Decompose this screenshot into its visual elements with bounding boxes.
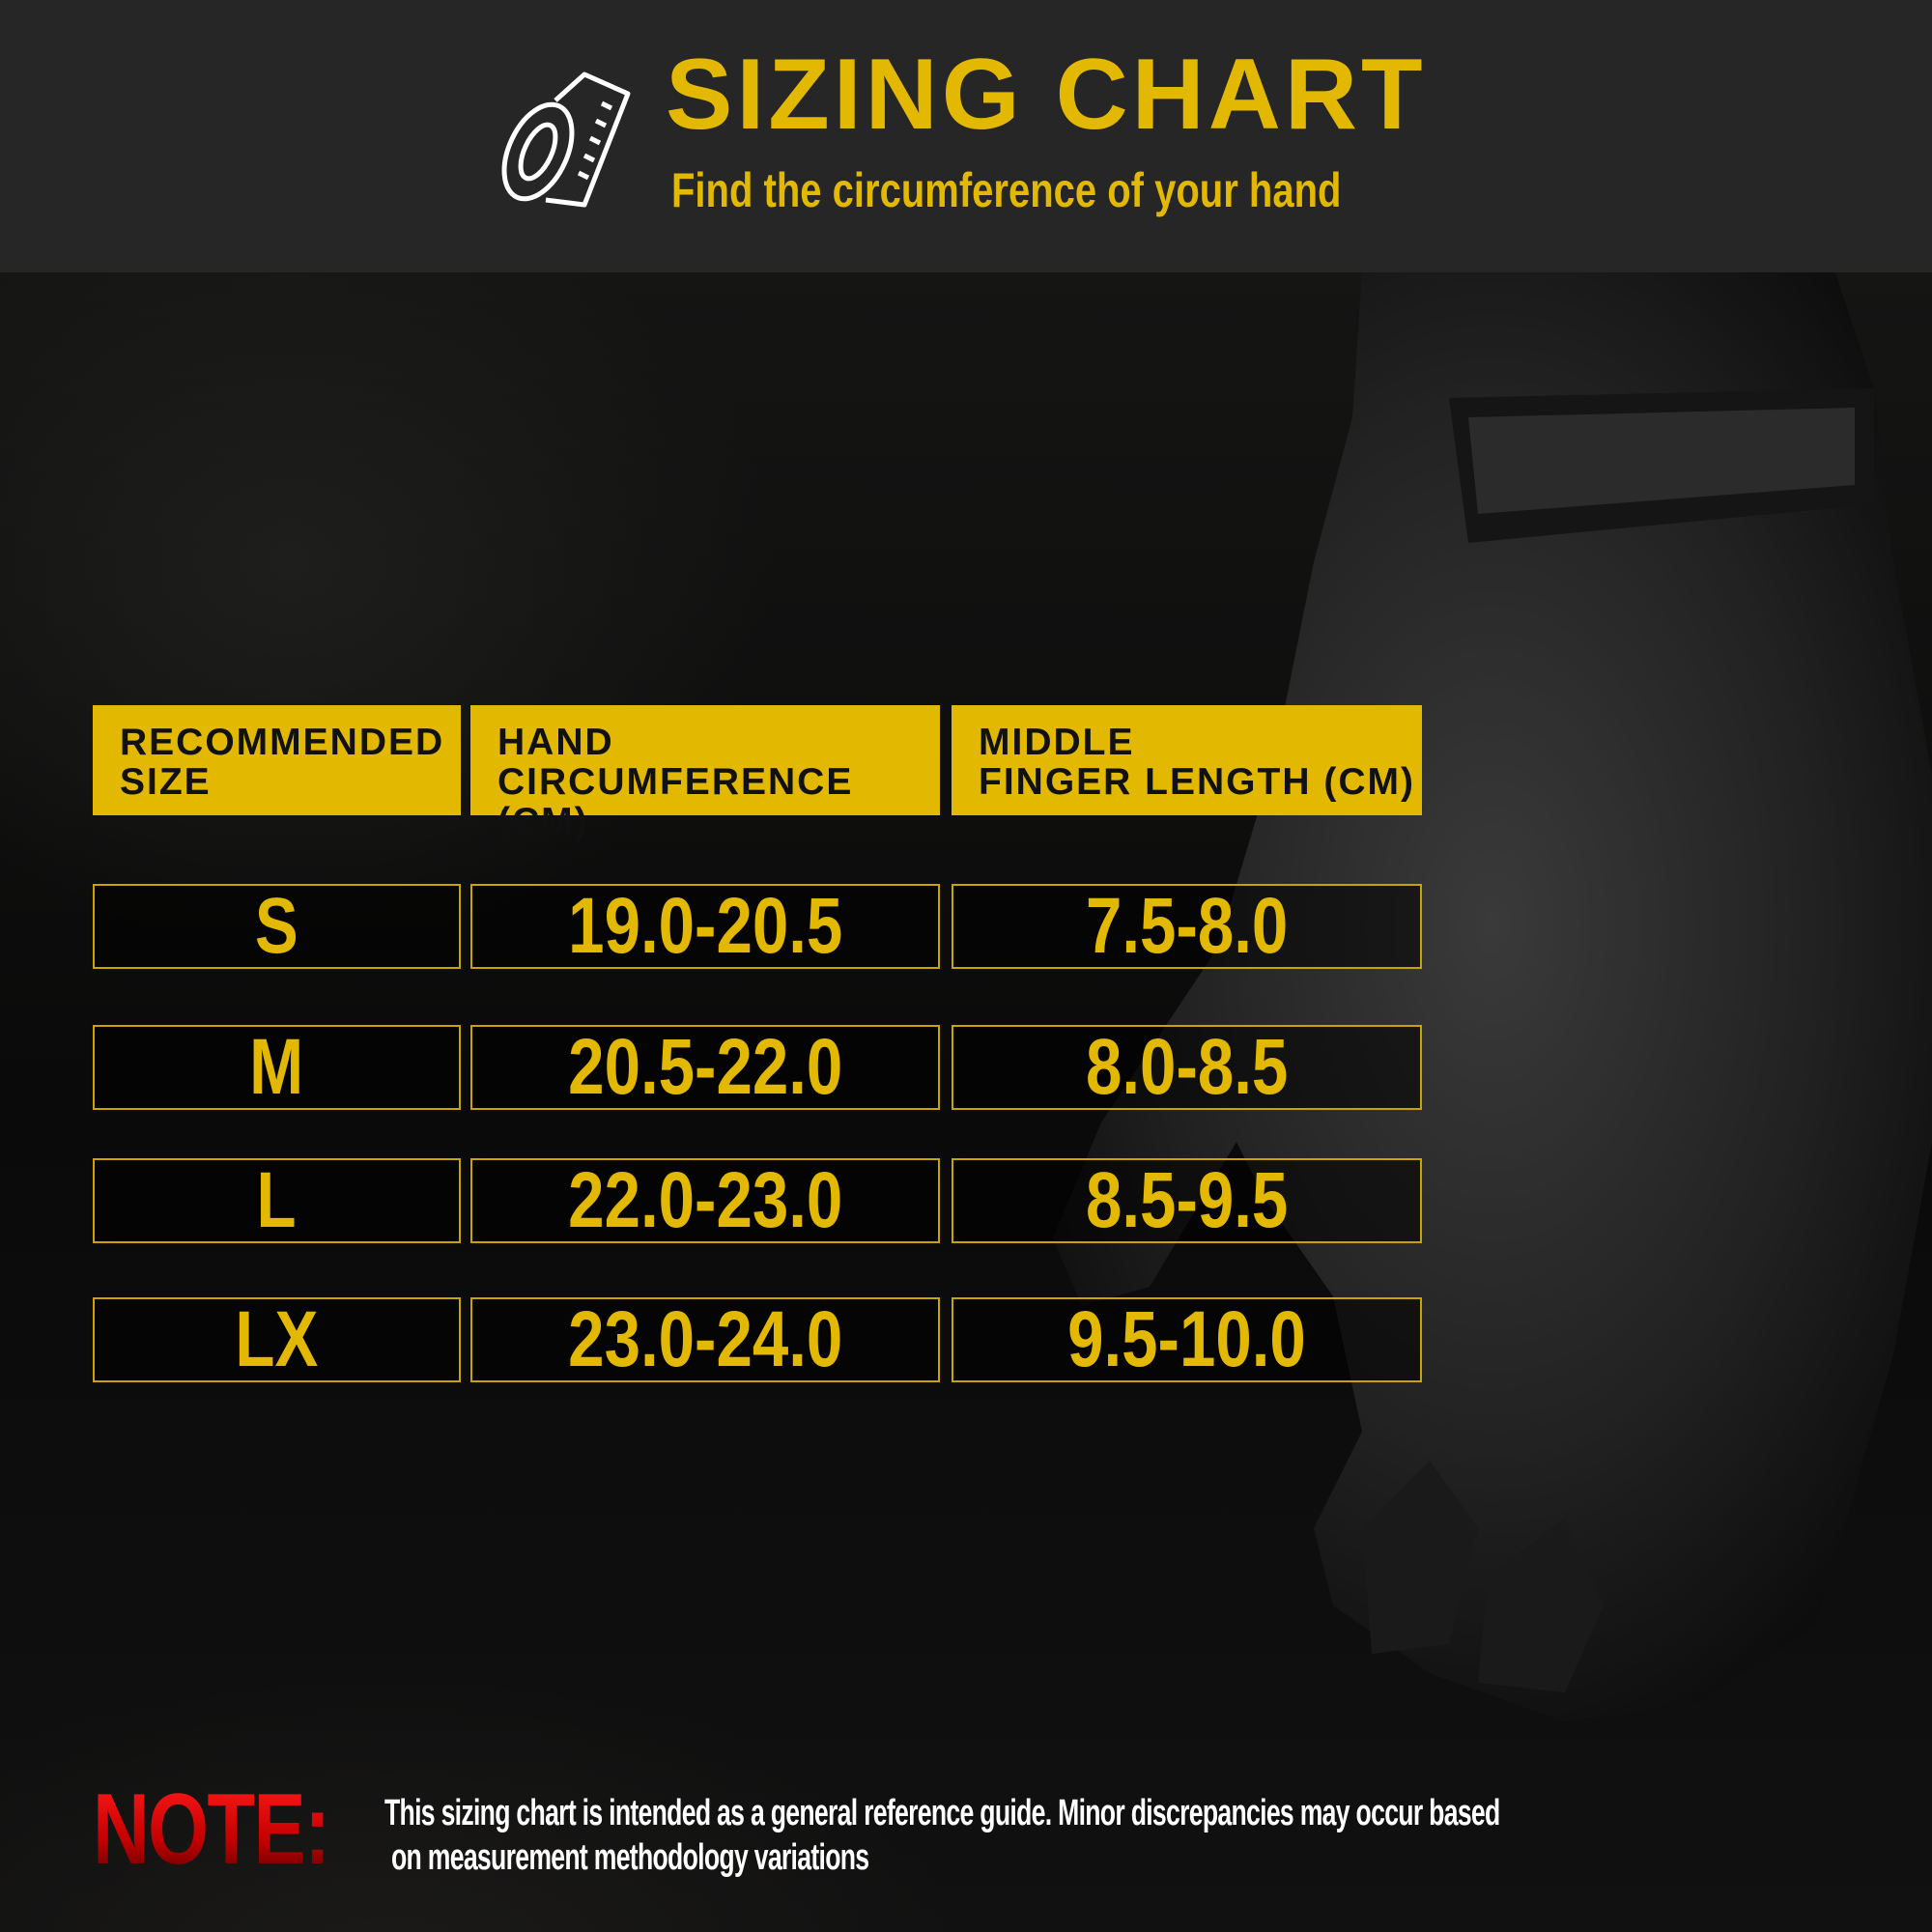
size-value: S <box>255 882 298 970</box>
header-line: MIDDLE <box>979 722 1135 763</box>
size-value: L <box>256 1156 298 1244</box>
finger-cell: 8.0-8.5 <box>952 1023 1422 1111</box>
hand-cell: 22.0-23.0 <box>470 1156 940 1244</box>
column-header-finger-length: MIDDLE FINGER LENGTH (CM) <box>952 705 1422 815</box>
size-cell: LX <box>93 1295 461 1383</box>
size-cell: M <box>93 1023 461 1111</box>
column-header-hand-circumference: HAND CIRCUMFERENCE (CM) <box>470 705 940 841</box>
hand-value: 19.0-20.5 <box>567 882 843 970</box>
finger-value: 7.5-8.0 <box>1085 882 1289 970</box>
header-line: RECOMMENDED <box>120 722 445 763</box>
finger-value: 8.5-9.5 <box>1085 1156 1289 1244</box>
note-label: NOTE: <box>93 1774 330 1886</box>
note-line: on measurement methodology variations <box>391 1837 869 1878</box>
measuring-tape-icon <box>501 71 631 208</box>
finger-cell: 9.5-10.0 <box>952 1295 1422 1383</box>
hand-cell: 23.0-24.0 <box>470 1295 940 1383</box>
finger-cell: 7.5-8.0 <box>952 882 1422 970</box>
finger-value: 9.5-10.0 <box>1067 1295 1306 1383</box>
hand-value: 23.0-24.0 <box>567 1295 843 1383</box>
size-value: M <box>249 1023 304 1111</box>
hand-cell: 19.0-20.5 <box>470 882 940 970</box>
size-cell: S <box>93 882 461 970</box>
hand-value: 20.5-22.0 <box>567 1023 843 1111</box>
hand-cell: 20.5-22.0 <box>470 1023 940 1111</box>
size-value: LX <box>235 1295 319 1383</box>
finger-value: 8.0-8.5 <box>1085 1023 1289 1111</box>
finger-cell: 8.5-9.5 <box>952 1156 1422 1244</box>
note-text: This sizing chart is intended as a gener… <box>384 1791 1500 1880</box>
header-line: FINGER LENGTH (CM) <box>979 761 1415 803</box>
note-line: This sizing chart is intended as a gener… <box>384 1793 1500 1833</box>
column-header-size: RECOMMENDED SIZE <box>93 705 461 815</box>
header-line: CIRCUMFERENCE (CM) <box>497 761 854 842</box>
glove-photo <box>1053 272 1932 1721</box>
size-cell: L <box>93 1156 461 1244</box>
header-band <box>0 0 1932 272</box>
header-line: HAND <box>497 722 614 763</box>
header-line: SIZE <box>120 761 212 803</box>
hand-value: 22.0-23.0 <box>567 1156 843 1244</box>
page-title: SIZING CHART <box>666 39 1427 151</box>
page-subtitle: Find the circumference of your hand <box>671 163 1342 217</box>
